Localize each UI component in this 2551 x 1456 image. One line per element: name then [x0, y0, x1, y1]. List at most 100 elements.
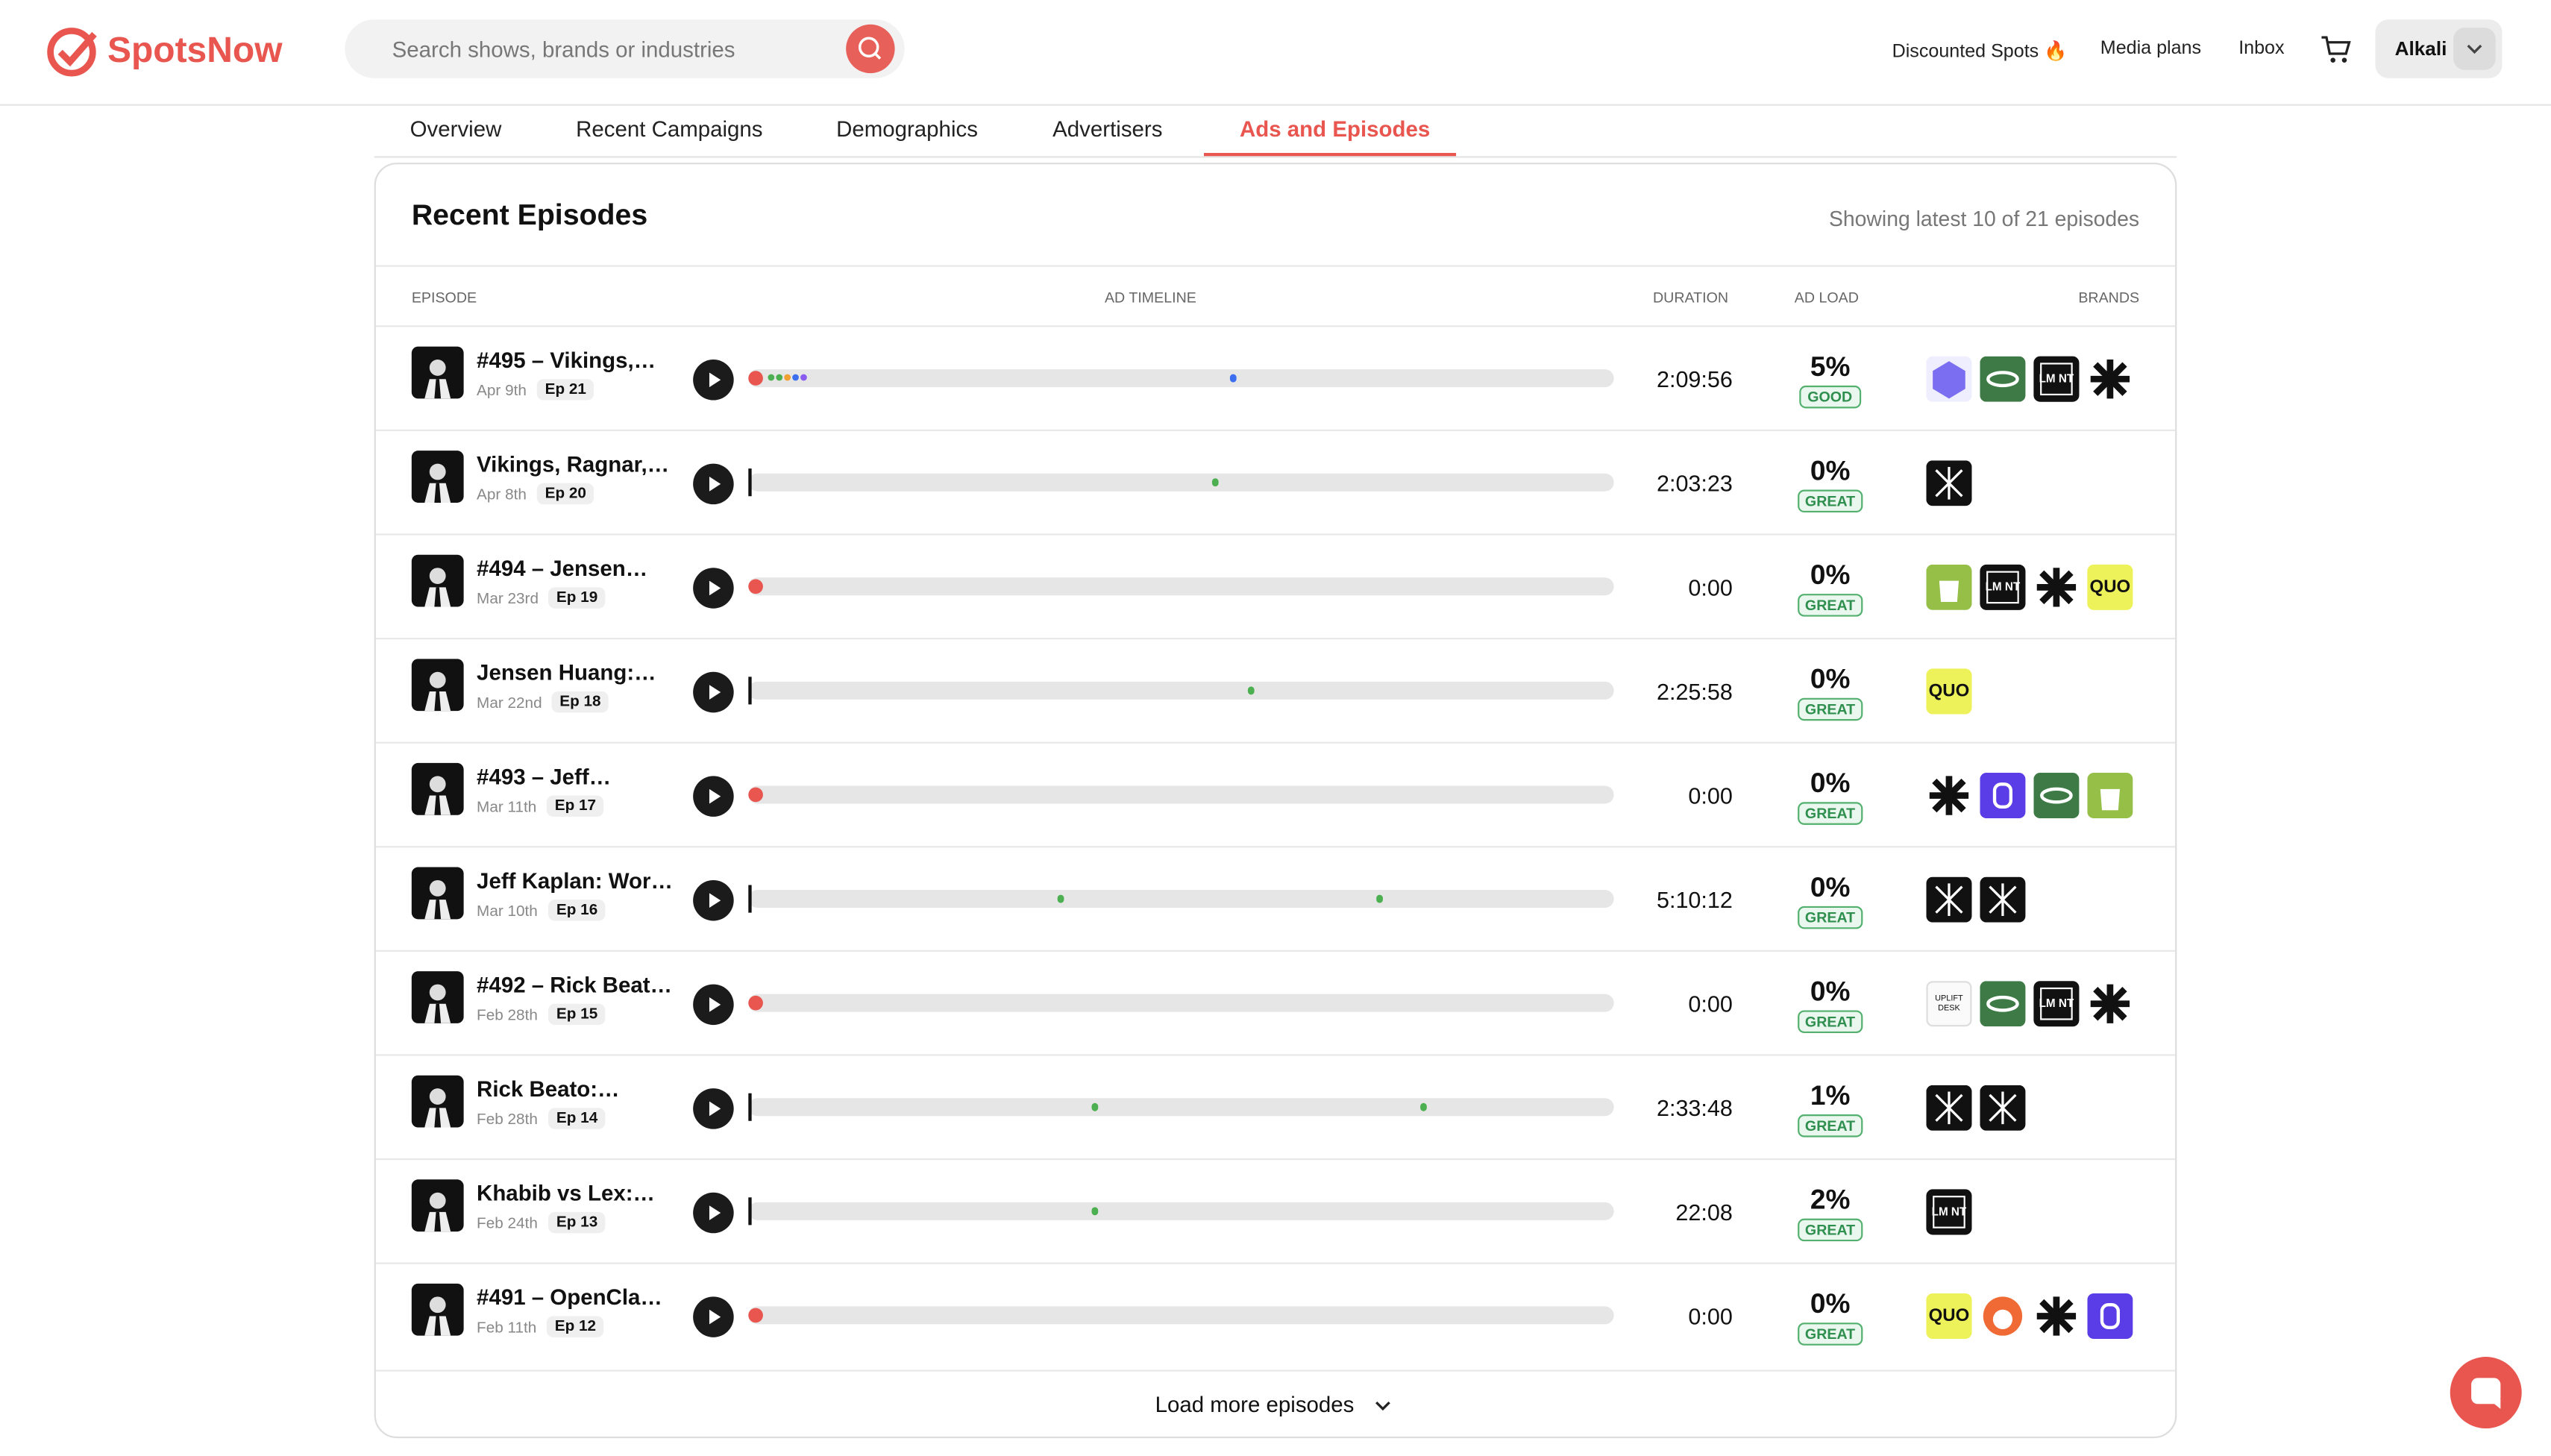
play-button[interactable] — [693, 776, 734, 817]
duration: 0:00 — [1688, 574, 1733, 600]
ad-load-rating: GREAT — [1797, 1322, 1864, 1346]
play-button[interactable] — [693, 568, 734, 609]
brand-logo[interactable]: LM NT — [1980, 564, 2026, 610]
duration: 0:00 — [1688, 782, 1733, 809]
play-button[interactable] — [693, 463, 734, 505]
episode-row[interactable]: #491 – OpenCla… Feb 11th Ep 12 0:00 0% GREAT Q… — [375, 1262, 2176, 1369]
episode-date: Apr 8th — [477, 486, 527, 505]
brand-logo[interactable]: LM NT — [1926, 1189, 1972, 1235]
episode-thumbnail — [411, 1283, 464, 1336]
play-button[interactable] — [693, 984, 734, 1026]
brand-logo[interactable] — [1980, 773, 2026, 819]
ad-load: 1% — [1810, 1080, 1851, 1111]
cart-icon[interactable] — [2320, 34, 2353, 67]
play-button[interactable] — [693, 671, 734, 713]
episode-date: Feb 24th — [477, 1215, 538, 1234]
header: SpotsNow Search shows, brands or industr… — [0, 0, 2551, 106]
ad-marker — [776, 374, 783, 381]
brand-logo[interactable] — [2033, 773, 2080, 819]
play-button[interactable] — [693, 1088, 734, 1129]
brand-logo[interactable] — [2087, 773, 2133, 819]
tab[interactable]: Advertisers — [1052, 117, 1163, 142]
play-button[interactable] — [693, 879, 734, 921]
tab[interactable]: Overview — [410, 117, 502, 142]
nav-link[interactable]: Discounted Spots 🔥 — [1892, 42, 2068, 62]
episode-row[interactable]: #495 – Vikings,… Apr 9th Ep 21 2:09:56 5% GOO… — [375, 325, 2176, 431]
play-button[interactable] — [693, 360, 734, 401]
episode-thumbnail — [411, 971, 464, 1023]
ad-load-rating: GREAT — [1797, 802, 1864, 825]
episode-title: #495 – Vikings,… — [477, 348, 656, 373]
episode-row[interactable]: Khabib vs Lex:… Feb 24th Ep 13 22:08 2% GREAT… — [375, 1158, 2176, 1264]
ad-marker — [1229, 374, 1237, 383]
episode-date: Mar 10th — [477, 903, 538, 921]
tab[interactable]: Demographics — [836, 117, 978, 142]
ad-timeline — [748, 785, 1614, 804]
episode-thumbnail — [411, 762, 464, 815]
column-header: AD TIMELINE — [1104, 289, 1196, 307]
brand-logo[interactable]: QUO — [2087, 564, 2133, 610]
tab[interactable]: Ads and Episodes — [1239, 117, 1431, 142]
brand-logo[interactable] — [2087, 357, 2133, 402]
episode-thumbnail — [411, 1075, 464, 1128]
ad-timeline — [748, 1093, 1614, 1121]
brand-logo[interactable]: QUO — [1926, 1293, 1972, 1340]
duration: 0:00 — [1688, 1303, 1733, 1329]
column-header: EPISODE — [411, 289, 477, 307]
brand-logo[interactable]: QUO — [1926, 668, 1972, 715]
brand-logo[interactable] — [1926, 356, 1972, 402]
episode-number: Ep 17 — [546, 795, 604, 817]
episode-number: Ep 12 — [546, 1316, 604, 1337]
brand-logo[interactable] — [2033, 1293, 2079, 1339]
search-button[interactable] — [846, 24, 895, 74]
play-button[interactable] — [693, 1296, 734, 1337]
episode-row[interactable]: Vikings, Ragnar,… Apr 8th Ep 20 2:03:23 0% GR… — [375, 429, 2176, 536]
episode-thumbnail — [411, 554, 464, 607]
brand-logo[interactable] — [2087, 1293, 2133, 1340]
ad-load: 0% — [1810, 1288, 1851, 1320]
brand-logo[interactable]: LM NT — [2033, 981, 2080, 1027]
column-header: DURATION — [1652, 289, 1729, 307]
episode-number: Ep 18 — [551, 691, 609, 713]
episode-row[interactable]: #494 – Jensen… Mar 23rd Ep 19 0:00 0% GREAT LM… — [375, 533, 2176, 639]
user-menu[interactable]: Alkali — [2375, 19, 2503, 78]
brand-logo[interactable] — [1926, 876, 1972, 923]
chat-button[interactable] — [2450, 1357, 2522, 1429]
ad-marker — [1091, 1207, 1098, 1216]
nav-link[interactable]: Media plans — [2100, 39, 2202, 59]
episode-row[interactable]: Rick Beato:… Feb 28th Ep 14 2:33:48 1% GREAT — [375, 1054, 2176, 1160]
brand-logo[interactable] — [1980, 876, 2026, 923]
episode-title: Jensen Huang:… — [477, 660, 656, 685]
brand-logo[interactable] — [1980, 1293, 2026, 1340]
ad-load: 0% — [1810, 768, 1851, 799]
brand-logo[interactable]: LM NT — [2033, 356, 2080, 402]
ad-marker — [1376, 894, 1384, 903]
episode-date: Mar 22nd — [477, 694, 542, 713]
episode-title: #492 – Rick Beat… — [477, 973, 672, 998]
episode-row[interactable]: #492 – Rick Beat… Feb 28th Ep 15 0:00 0% GREA… — [375, 950, 2176, 1056]
search-box[interactable]: Search shows, brands or industries — [345, 19, 905, 78]
play-button[interactable] — [693, 1192, 734, 1234]
episode-row[interactable]: Jeff Kaplan: Wor… Mar 10th Ep 16 5:10:12 0% G… — [375, 846, 2176, 952]
brand-logo[interactable] — [2033, 565, 2079, 610]
brand-logo[interactable] — [1980, 981, 2026, 1027]
brand-logo[interactable] — [1980, 1085, 2026, 1131]
brand-logo[interactable] — [1926, 460, 1972, 506]
load-more[interactable]: Load more episodes — [375, 1369, 2176, 1436]
episode-row[interactable]: Jensen Huang:… Mar 22nd Ep 18 2:25:58 0% GREA… — [375, 637, 2176, 744]
ad-marker — [768, 374, 775, 381]
episode-row[interactable]: #493 – Jeff… Mar 11th Ep 17 0:00 0% GREAT — [375, 741, 2176, 848]
nav-link[interactable]: Inbox — [2238, 39, 2285, 59]
timeline-start — [748, 1093, 752, 1121]
brand-logo[interactable] — [1980, 356, 2026, 402]
brand-logo[interactable] — [1926, 564, 1972, 610]
brand-logo[interactable] — [1926, 773, 1971, 818]
brand-logo[interactable]: UPLIFT DESK — [1926, 981, 1972, 1027]
brand-logo[interactable] — [1926, 1085, 1972, 1131]
section-title: Recent Episodes — [411, 198, 648, 231]
chevron — [1375, 1401, 1390, 1411]
logo[interactable]: SpotsNow — [107, 29, 283, 70]
brand-logo[interactable] — [2087, 981, 2133, 1026]
episode-number: Ep 20 — [536, 483, 594, 505]
tab[interactable]: Recent Campaigns — [576, 117, 763, 142]
